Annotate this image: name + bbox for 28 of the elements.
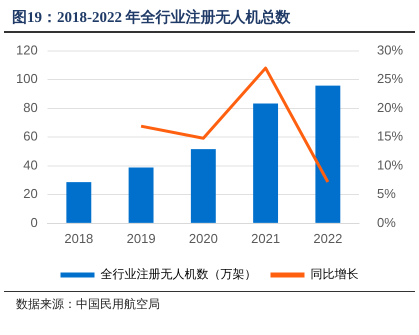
y2-tick-label: 15%: [376, 128, 404, 144]
y2-tick-label: 10%: [376, 157, 404, 172]
chart-title: 图19：2018-2022 年全行业注册无人机总数: [4, 0, 415, 33]
bar: [253, 103, 278, 223]
y-tick-label: 120: [16, 42, 38, 58]
y2-tick-label: 30%: [376, 42, 404, 58]
y-tick-label: 80: [23, 100, 38, 115]
y-tick-label: 60: [23, 128, 38, 144]
source-note: 数据来源：中国民用航空局: [4, 291, 415, 313]
bar: [190, 149, 216, 223]
x-tick-label: 2021: [251, 230, 280, 246]
x-tick-label: 2020: [188, 230, 218, 246]
bar: [66, 182, 92, 223]
y2-tick-label: 25%: [376, 71, 404, 86]
bar: [315, 86, 340, 223]
bar: [128, 167, 154, 223]
y2-tick-label: 20%: [376, 100, 404, 115]
y2-tick-label: 0%: [376, 214, 396, 230]
x-tick-label: 2018: [64, 230, 94, 246]
legend-label: 全行业注册无人机数（万架）: [100, 267, 256, 282]
y-tick-label: 0: [30, 214, 38, 230]
y-tick-label: 20: [23, 186, 38, 202]
y2-tick-label: 5%: [376, 186, 396, 202]
y-tick-label: 100: [16, 71, 38, 86]
legend-label: 同比增长: [310, 267, 358, 282]
x-tick-label: 2019: [126, 230, 156, 246]
x-tick-label: 2022: [313, 230, 342, 246]
y-tick-label: 40: [23, 157, 38, 172]
